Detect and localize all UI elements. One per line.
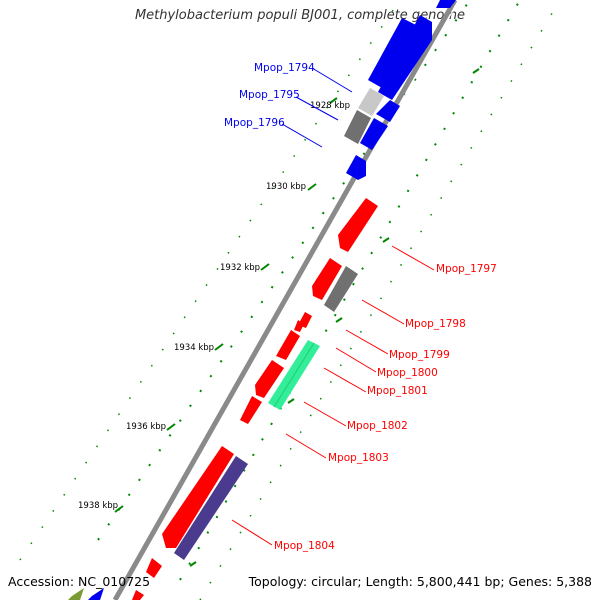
gene-mpop-1794[interactable] xyxy=(378,15,432,100)
gene-mpop-1803[interactable] xyxy=(162,446,234,548)
dotted-rails xyxy=(19,0,561,600)
gene-mpop-1801[interactable] xyxy=(255,360,284,398)
gene-highlight[interactable] xyxy=(358,88,384,116)
tick-label-1936: 1936 kbp xyxy=(126,422,166,432)
label-connectors xyxy=(231,67,435,546)
forward-strand-genes xyxy=(132,198,378,600)
gene-mpop-1799-b[interactable] xyxy=(294,320,304,332)
tick-label-1930: 1930 kbp xyxy=(266,182,306,192)
gene-label-mpop-1800[interactable]: Mpop_1800 xyxy=(377,367,438,379)
map-title: Methylobacterium populi BJ001, complete … xyxy=(134,8,466,23)
gene-label-mpop-1804[interactable]: Mpop_1804 xyxy=(274,540,335,552)
topology-label: Topology: circular; Length: 5,800,441 bp… xyxy=(248,574,592,589)
gene-label-mpop-1797[interactable]: Mpop_1797 xyxy=(436,263,497,275)
tick-label-1934: 1934 kbp xyxy=(174,343,214,353)
gene-mpop-1796[interactable] xyxy=(346,155,366,180)
tick-marks xyxy=(114,68,480,567)
gene-edge-green[interactable] xyxy=(68,588,84,600)
tick-label-1928: 1928 kbp xyxy=(310,101,350,111)
gene-pseudo-1798[interactable] xyxy=(324,266,358,312)
gene-label-mpop-1802[interactable]: Mpop_1802 xyxy=(347,420,408,432)
gene-label-mpop-1803[interactable]: Mpop_1803 xyxy=(328,452,389,464)
gene-forward-bottom[interactable] xyxy=(146,558,162,578)
gene-label-mpop-1795[interactable]: Mpop_1795 xyxy=(239,89,300,101)
gene-reverse-b[interactable] xyxy=(368,18,418,88)
gene-pseudo-top[interactable] xyxy=(344,110,371,144)
reverse-strand-genes xyxy=(344,0,456,180)
gene-mpop-1798[interactable] xyxy=(312,258,342,300)
tick-labels: 1928 kbp 1930 kbp 1932 kbp 1934 kbp 1936… xyxy=(78,101,350,511)
genome-backbone xyxy=(112,0,460,600)
gene-mpop-1802[interactable] xyxy=(240,396,262,424)
tick-label-1932: 1932 kbp xyxy=(220,263,260,273)
gene-mpop-1797[interactable] xyxy=(338,198,378,252)
gene-label-mpop-1799[interactable]: Mpop_1799 xyxy=(389,349,450,361)
tick-label-1938: 1938 kbp xyxy=(78,501,118,511)
gene-reverse-a[interactable] xyxy=(436,0,456,8)
gene-labels: Mpop_1794 Mpop_1795 Mpop_1796 Mpop_1797 … xyxy=(224,62,497,552)
gene-mpop-1800[interactable] xyxy=(276,330,300,360)
gene-label-mpop-1794[interactable]: Mpop_1794 xyxy=(254,62,315,74)
gene-label-mpop-1796[interactable]: Mpop_1796 xyxy=(224,117,285,129)
gene-mpop-1795-b[interactable] xyxy=(360,118,388,150)
gene-forward-bottom-b[interactable] xyxy=(132,590,144,600)
gene-mpop-1804[interactable] xyxy=(174,456,248,560)
gene-edge-blue[interactable] xyxy=(88,588,104,600)
gene-label-mpop-1801[interactable]: Mpop_1801 xyxy=(367,385,428,397)
accession-label: Accession: NC_010725 xyxy=(8,574,151,589)
gene-label-mpop-1798[interactable]: Mpop_1798 xyxy=(405,318,466,330)
edge-genes xyxy=(68,588,104,600)
gene-mpop-1795[interactable] xyxy=(376,100,400,122)
